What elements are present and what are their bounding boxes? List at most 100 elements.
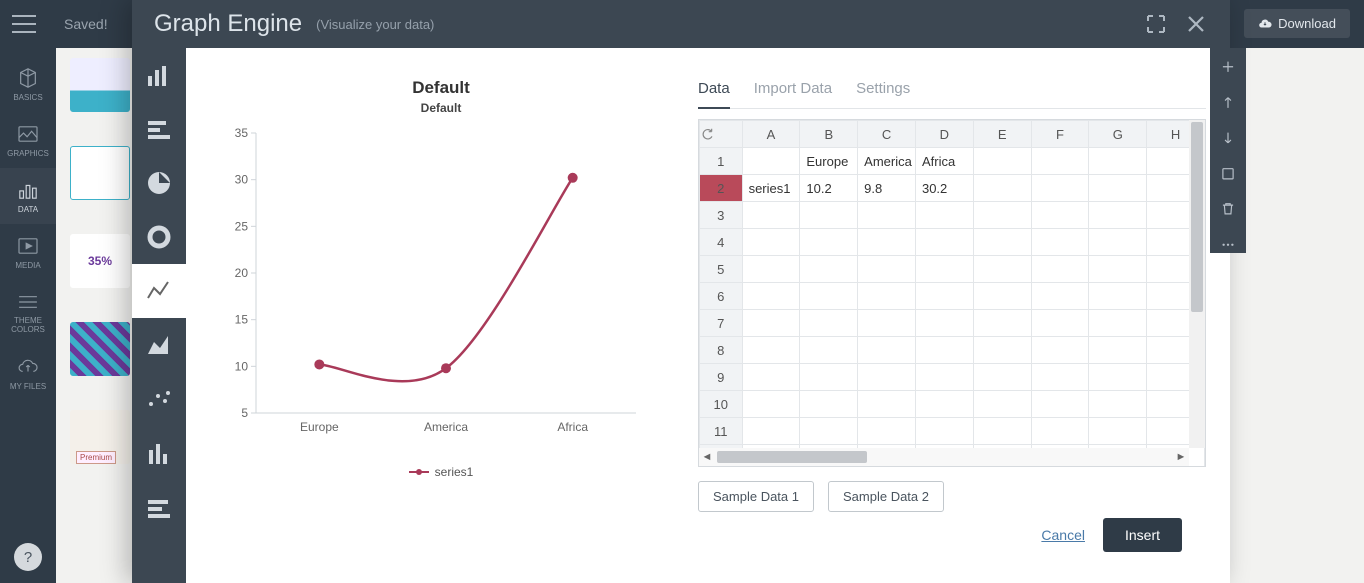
cancel-button[interactable]: Cancel — [1041, 527, 1085, 543]
cell-C8[interactable] — [858, 337, 916, 364]
cell-A4[interactable] — [742, 229, 800, 256]
sheet-corner[interactable] — [700, 121, 743, 148]
download-button[interactable]: Download — [1244, 9, 1350, 38]
cell-D6[interactable] — [915, 283, 973, 310]
cell-C2[interactable]: 9.8 — [858, 175, 916, 202]
sidebar-item-media[interactable]: MEDIA — [0, 224, 56, 280]
sample-data-2-button[interactable]: Sample Data 2 — [828, 481, 944, 512]
cell-C10[interactable] — [858, 391, 916, 418]
row-header-6[interactable]: 6 — [700, 283, 743, 310]
cell-A9[interactable] — [742, 364, 800, 391]
cell-C9[interactable] — [858, 364, 916, 391]
row-header-7[interactable]: 7 — [700, 310, 743, 337]
cell-D10[interactable] — [915, 391, 973, 418]
cell-E10[interactable] — [973, 391, 1031, 418]
col-header-F[interactable]: F — [1031, 121, 1089, 148]
cell-E6[interactable] — [973, 283, 1031, 310]
cell-F3[interactable] — [1031, 202, 1089, 229]
cell-A5[interactable] — [742, 256, 800, 283]
arrow-up-icon[interactable] — [1219, 94, 1237, 112]
cell-B11[interactable] — [800, 418, 858, 445]
cell-F7[interactable] — [1031, 310, 1089, 337]
cell-C11[interactable] — [858, 418, 916, 445]
menu-icon[interactable] — [12, 15, 36, 33]
cell-A7[interactable] — [742, 310, 800, 337]
sidebar-item-data[interactable]: DATA — [0, 168, 56, 224]
cell-G1[interactable] — [1089, 148, 1147, 175]
row-header-9[interactable]: 9 — [700, 364, 743, 391]
vertical-scrollbar[interactable] — [1189, 120, 1205, 448]
cell-E9[interactable] — [973, 364, 1031, 391]
cell-F2[interactable] — [1031, 175, 1089, 202]
tab-import-data[interactable]: Import Data — [754, 72, 832, 109]
tab-settings[interactable]: Settings — [856, 72, 910, 109]
chart-type-donut[interactable] — [132, 210, 186, 264]
cell-E4[interactable] — [973, 229, 1031, 256]
cell-C1[interactable]: America — [858, 148, 916, 175]
chart-type-line[interactable] — [132, 264, 186, 318]
cell-B5[interactable] — [800, 256, 858, 283]
sidebar-item-myfiles[interactable]: MY FILES — [0, 345, 56, 401]
chart-type-pie[interactable] — [132, 156, 186, 210]
cell-A2[interactable]: series1 — [742, 175, 800, 202]
help-button[interactable]: ? — [14, 543, 42, 571]
cell-C5[interactable] — [858, 256, 916, 283]
cell-A8[interactable] — [742, 337, 800, 364]
cell-E11[interactable] — [973, 418, 1031, 445]
chart-thumb-table[interactable] — [70, 146, 130, 200]
sidebar-item-graphics[interactable]: GRAPHICS — [0, 112, 56, 168]
cell-C3[interactable] — [858, 202, 916, 229]
cell-A11[interactable] — [742, 418, 800, 445]
chart-thumb-clock[interactable]: Premium — [70, 410, 130, 464]
cell-A6[interactable] — [742, 283, 800, 310]
chart-type-stacked_hbar[interactable] — [132, 480, 186, 534]
cell-G2[interactable] — [1089, 175, 1147, 202]
cell-A3[interactable] — [742, 202, 800, 229]
cell-B4[interactable] — [800, 229, 858, 256]
row-header-11[interactable]: 11 — [700, 418, 743, 445]
cell-E5[interactable] — [973, 256, 1031, 283]
cell-D5[interactable] — [915, 256, 973, 283]
cell-A10[interactable] — [742, 391, 800, 418]
cell-C4[interactable] — [858, 229, 916, 256]
cell-B6[interactable] — [800, 283, 858, 310]
col-header-E[interactable]: E — [973, 121, 1031, 148]
cell-G6[interactable] — [1089, 283, 1147, 310]
chart-type-bar[interactable] — [132, 48, 186, 102]
cell-D11[interactable] — [915, 418, 973, 445]
arrow-down-icon[interactable] — [1219, 129, 1237, 147]
cell-F10[interactable] — [1031, 391, 1089, 418]
cell-B2[interactable]: 10.2 — [800, 175, 858, 202]
col-header-D[interactable]: D — [915, 121, 973, 148]
cell-E8[interactable] — [973, 337, 1031, 364]
cell-B8[interactable] — [800, 337, 858, 364]
cell-D8[interactable] — [915, 337, 973, 364]
cell-G10[interactable] — [1089, 391, 1147, 418]
cell-F6[interactable] — [1031, 283, 1089, 310]
col-header-A[interactable]: A — [742, 121, 800, 148]
chart-type-column[interactable] — [132, 426, 186, 480]
cell-G5[interactable] — [1089, 256, 1147, 283]
col-header-B[interactable]: B — [800, 121, 858, 148]
spreadsheet[interactable]: ABCDEFGH1EuropeAmericaAfrica2series110.2… — [698, 119, 1206, 467]
cell-G4[interactable] — [1089, 229, 1147, 256]
chart-thumb-dots[interactable] — [70, 322, 130, 376]
chart-type-scatter[interactable] — [132, 372, 186, 426]
expand-icon[interactable] — [1144, 12, 1168, 36]
cell-F5[interactable] — [1031, 256, 1089, 283]
cell-A1[interactable] — [742, 148, 800, 175]
cell-E7[interactable] — [973, 310, 1031, 337]
cell-F11[interactable] — [1031, 418, 1089, 445]
cell-G9[interactable] — [1089, 364, 1147, 391]
chart-type-hbar[interactable] — [132, 102, 186, 156]
plus-icon[interactable] — [1219, 58, 1237, 76]
horizontal-scrollbar[interactable]: ◄► — [699, 448, 1189, 466]
cell-F4[interactable] — [1031, 229, 1089, 256]
cell-F9[interactable] — [1031, 364, 1089, 391]
cell-D4[interactable] — [915, 229, 973, 256]
sample-data-1-button[interactable]: Sample Data 1 — [698, 481, 814, 512]
col-header-C[interactable]: C — [858, 121, 916, 148]
cell-G3[interactable] — [1089, 202, 1147, 229]
sidebar-item-basics[interactable]: BASICS — [0, 56, 56, 112]
cell-G8[interactable] — [1089, 337, 1147, 364]
